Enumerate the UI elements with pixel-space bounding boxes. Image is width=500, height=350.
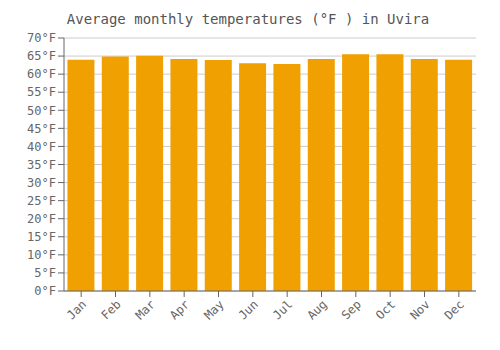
svg-text:50°F: 50°F xyxy=(27,104,56,118)
svg-text:Nov: Nov xyxy=(407,297,432,322)
svg-text:15°F: 15°F xyxy=(27,230,56,244)
html-text:Average monthly temperatures (: Average monthly temperatures (°F ) in Uv… xyxy=(66,11,430,27)
svg-text:Mar: Mar xyxy=(133,297,158,322)
svg-text:Feb: Feb xyxy=(98,297,123,322)
svg-text:May: May xyxy=(201,297,226,322)
svg-text:35°F: 35°F xyxy=(27,158,56,172)
svg-text:Jul: Jul xyxy=(270,297,295,322)
svg-text:60°F: 60°F xyxy=(27,67,56,81)
svg-text:Aug: Aug xyxy=(304,297,329,322)
svg-text:5°F: 5°F xyxy=(34,266,56,280)
svg-text:55°F: 55°F xyxy=(27,85,56,99)
svg-text:Jun: Jun xyxy=(236,297,261,322)
svg-text:Dec: Dec xyxy=(442,297,467,322)
svg-text:30°F: 30°F xyxy=(27,176,56,190)
svg-text:45°F: 45°F xyxy=(27,122,56,136)
svg-text:Apr: Apr xyxy=(167,297,192,322)
svg-text:20°F: 20°F xyxy=(27,212,56,226)
svg-text:70°F: 70°F xyxy=(27,31,56,45)
svg-text:10°F: 10°F xyxy=(27,248,56,262)
svg-text:65°F: 65°F xyxy=(27,49,56,63)
svg-text:0°F: 0°F xyxy=(34,284,56,298)
svg-text:Oct: Oct xyxy=(373,297,398,322)
svg-text:Jan: Jan xyxy=(64,297,89,322)
svg-text:Sep: Sep xyxy=(339,297,364,322)
svg-text:40°F: 40°F xyxy=(27,140,56,154)
svg-text:25°F: 25°F xyxy=(27,194,56,208)
